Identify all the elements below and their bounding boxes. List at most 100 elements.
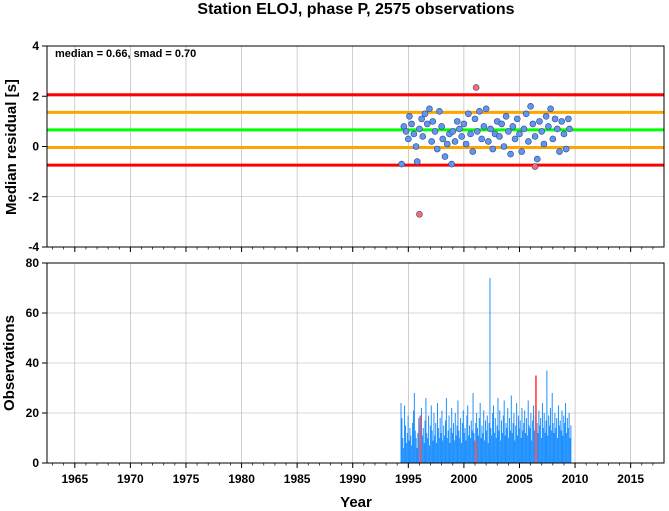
- scatter-point: [471, 115, 479, 123]
- scatter-point: [480, 123, 488, 130]
- scatter-point: [500, 143, 508, 150]
- scatter-point: [416, 211, 423, 218]
- observation-bar: [496, 425, 498, 463]
- observation-bar: [416, 448, 418, 463]
- observation-bar: [467, 405, 469, 463]
- scatter-point: [419, 133, 427, 140]
- observation-bar: [440, 433, 442, 463]
- scatter-point: [562, 145, 570, 153]
- observation-bar: [531, 440, 533, 463]
- scatter-point: [408, 120, 415, 128]
- scatter-point: [536, 118, 543, 125]
- observation-bar: [502, 415, 504, 463]
- observation-bar: [488, 423, 490, 463]
- observation-bar: [516, 403, 518, 463]
- scatter-point: [449, 128, 457, 135]
- x-tick-label: 1975: [173, 472, 200, 486]
- bottom-x-ticks: 1965 1970 1975 1980 1985 1990 1995 2000 2005 2010…: [61, 472, 644, 486]
- observation-bar: [463, 433, 465, 463]
- observation-bar: [518, 428, 520, 463]
- observation-bar: [406, 433, 408, 463]
- scatter-point: [531, 133, 539, 140]
- observation-bar: [460, 418, 462, 463]
- observation-bar: [492, 413, 494, 463]
- x-tick-label: 1995: [395, 472, 422, 486]
- observation-bar: [414, 430, 416, 463]
- x-tick-label: 1965: [61, 472, 88, 486]
- y-tick-label: 40: [26, 356, 40, 370]
- observation-bar: [451, 408, 453, 463]
- observation-bar: [476, 413, 478, 463]
- scatter-point: [441, 153, 449, 160]
- observation-bar: [556, 418, 558, 463]
- observation-bar: [497, 398, 499, 463]
- observation-bar: [421, 435, 423, 463]
- observation-bar: [459, 438, 461, 463]
- scatter-point: [485, 138, 492, 145]
- observation-bar: [552, 423, 554, 463]
- observation-bar: [562, 435, 564, 463]
- scatter-point: [467, 130, 474, 138]
- observation-bar: [523, 423, 525, 463]
- scatter-point: [436, 108, 443, 115]
- observation-bar: [410, 435, 412, 463]
- observation-bar: [525, 418, 527, 463]
- observation-bar: [403, 448, 405, 463]
- observation-bar: [500, 440, 502, 463]
- observation-bar: [519, 420, 521, 463]
- y-tick-label: -2: [28, 190, 39, 204]
- observation-bar: [521, 408, 523, 463]
- scatter-point: [533, 155, 541, 163]
- observation-bar: [426, 433, 428, 463]
- observation-bar: [504, 435, 506, 463]
- top-reference-lines: [47, 93, 664, 167]
- top-y-axis-label: Median residual [s]: [3, 79, 20, 215]
- bottom-grid: [47, 262, 664, 468]
- observation-bar: [520, 438, 522, 463]
- observation-bar: [498, 430, 500, 463]
- observation-bar: [431, 430, 433, 463]
- scatter-point: [513, 115, 521, 123]
- observation-bar: [557, 405, 559, 463]
- observation-bar: [569, 438, 571, 463]
- observation-bar: [444, 435, 446, 463]
- observation-bar: [568, 413, 570, 463]
- scatter-point: [458, 133, 465, 140]
- observation-bar: [412, 410, 414, 463]
- observation-bar: [443, 425, 445, 463]
- observation-bar: [407, 415, 409, 463]
- scatter-point: [529, 120, 537, 128]
- observation-bar: [468, 435, 470, 463]
- observation-bar: [539, 425, 541, 463]
- observation-bar: [567, 428, 569, 463]
- observation-bar: [512, 423, 514, 463]
- observation-bar: [561, 410, 563, 463]
- observation-bar: [515, 425, 517, 463]
- observation-bar: [478, 418, 480, 463]
- scatter-point: [556, 148, 563, 155]
- observation-bar: [537, 433, 539, 463]
- outlier-bar: [475, 440, 477, 463]
- y-tick-label: 4: [32, 39, 39, 53]
- observation-bar: [555, 428, 557, 463]
- scatter-point: [418, 115, 425, 123]
- observation-bar: [442, 440, 444, 463]
- scatter-point: [540, 140, 548, 148]
- observation-bar: [466, 415, 468, 463]
- scatter-point: [551, 115, 559, 123]
- scatter-point: [558, 118, 566, 125]
- chart-title: Station ELOJ, phase P, 2575 observations: [197, 1, 514, 18]
- observation-bar: [413, 393, 415, 463]
- scatter-point: [472, 84, 480, 91]
- observation-bar: [457, 400, 459, 463]
- scatter-point: [402, 128, 410, 135]
- observation-bar: [501, 433, 503, 463]
- observation-bar: [433, 413, 435, 463]
- scatter-point: [416, 125, 423, 133]
- scatter-point: [518, 148, 526, 155]
- observation-bar: [494, 418, 496, 463]
- observation-bar: [514, 440, 516, 463]
- observation-bar: [436, 443, 438, 463]
- scatter-point: [538, 128, 546, 135]
